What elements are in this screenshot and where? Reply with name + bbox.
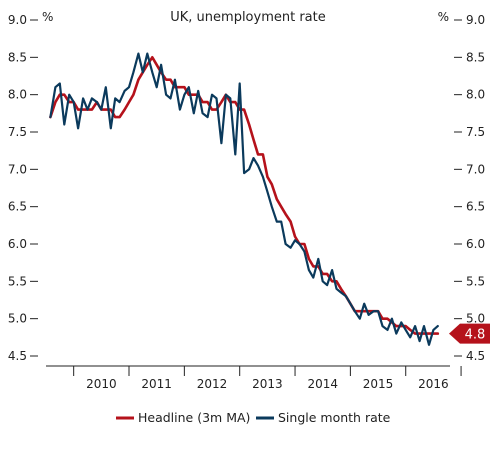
y-tick-label-right: 6.0 — [466, 237, 485, 251]
headline-series-line — [49, 55, 440, 335]
callout-box — [449, 323, 490, 344]
y-tick-label-left: 8.5 — [8, 50, 27, 64]
y-tick-label-left: 7.5 — [8, 125, 27, 139]
y-tick-label-right: 8.5 — [466, 50, 485, 64]
x-tick-label: 2010 — [86, 377, 117, 391]
y-tick-label-left: 8.0 — [8, 88, 27, 102]
x-tick-label: 2014 — [307, 377, 338, 391]
y-tick-label-right: 5.5 — [466, 274, 485, 288]
single-month-series-line — [49, 52, 439, 346]
y-axis-label-right: % — [438, 10, 449, 24]
x-tick-label: 2011 — [141, 377, 172, 391]
y-tick-label-right: 7.5 — [466, 125, 485, 139]
y-tick-label-left: 6.0 — [8, 237, 27, 251]
callout-label: 4.8 — [465, 328, 486, 343]
chart-title: UK, unemployment rate — [170, 10, 326, 25]
x-tick-label: 2013 — [252, 377, 283, 391]
y-tick-label-left: 5.5 — [8, 274, 27, 288]
y-tick-label-right: 9.0 — [466, 13, 485, 27]
legend-label-single: Single month rate — [278, 410, 391, 425]
y-tick-label-right: 5.0 — [466, 312, 485, 326]
last-value-callout: 4.8 — [449, 323, 490, 344]
legend-label-headline: Headline (3m MA) — [138, 410, 250, 425]
x-tick-label: 2012 — [197, 377, 228, 391]
y-tick-label-left: 4.5 — [8, 349, 27, 363]
y-axis-label-left: % — [42, 10, 53, 24]
x-tick-label: 2015 — [363, 377, 394, 391]
x-tick-label: 2016 — [418, 377, 449, 391]
y-tick-label-left: 5.0 — [8, 312, 27, 326]
y-tick-label-right: 6.5 — [466, 200, 485, 214]
y-tick-label-left: 6.5 — [8, 200, 27, 214]
y-tick-label-left: 9.0 — [8, 13, 27, 27]
y-tick-label-right: 4.5 — [466, 349, 485, 363]
y-tick-label-left: 7.0 — [8, 162, 27, 176]
axes: 9.0 9.0 8.5 8.5 8.0 8.0 7.5 7.5 7.0 7.0 6.5 6.5 6.0 6… — [8, 13, 485, 391]
legend: Headline (3m MA) Single month rate — [116, 410, 391, 425]
y-tick-label-right: 8.0 — [466, 88, 485, 102]
series-layer — [49, 52, 440, 346]
y-tick-label-right: 7.0 — [466, 162, 485, 176]
